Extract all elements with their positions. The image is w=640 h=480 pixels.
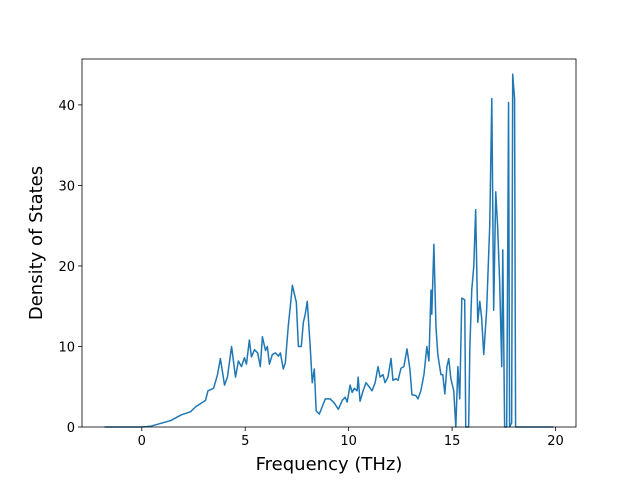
x-axis-label: Frequency (THz) bbox=[256, 454, 403, 475]
y-tick-label: 0 bbox=[67, 421, 75, 436]
y-tick-label: 10 bbox=[58, 340, 75, 355]
x-tick-label: 20 bbox=[547, 434, 564, 449]
y-tick-label: 30 bbox=[58, 179, 75, 194]
x-tick-label: 0 bbox=[138, 434, 146, 449]
x-tick-label: 15 bbox=[444, 434, 461, 449]
x-tick-label: 10 bbox=[340, 434, 357, 449]
x-tick-label: 5 bbox=[241, 434, 249, 449]
y-tick-label: 40 bbox=[58, 99, 75, 114]
y-tick-label: 20 bbox=[58, 260, 75, 275]
line-series bbox=[104, 73, 554, 428]
plot-frame bbox=[81, 58, 577, 428]
y-axis-label: Density of States bbox=[26, 166, 47, 320]
